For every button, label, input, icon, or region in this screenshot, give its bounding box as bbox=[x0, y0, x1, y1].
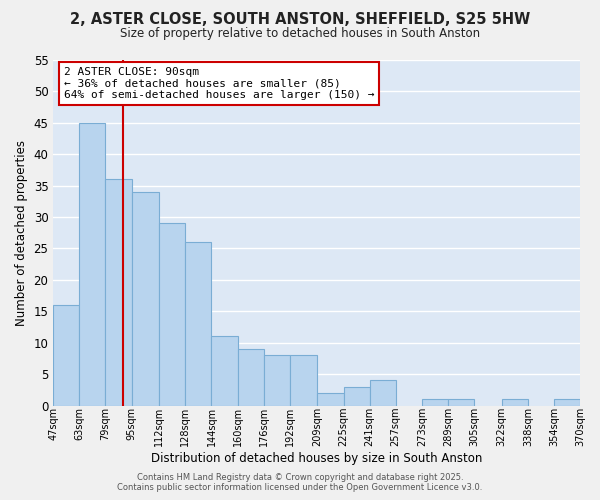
Bar bbox=[317, 393, 344, 406]
Bar bbox=[53, 305, 79, 406]
Bar bbox=[131, 192, 159, 406]
Bar bbox=[263, 356, 290, 406]
Y-axis label: Number of detached properties: Number of detached properties bbox=[15, 140, 28, 326]
Bar bbox=[370, 380, 396, 406]
Bar bbox=[211, 336, 238, 406]
Bar bbox=[502, 400, 528, 406]
Text: Contains HM Land Registry data © Crown copyright and database right 2025.
Contai: Contains HM Land Registry data © Crown c… bbox=[118, 473, 482, 492]
Text: 2 ASTER CLOSE: 90sqm
← 36% of detached houses are smaller (85)
64% of semi-detac: 2 ASTER CLOSE: 90sqm ← 36% of detached h… bbox=[64, 67, 374, 100]
Bar bbox=[554, 400, 580, 406]
X-axis label: Distribution of detached houses by size in South Anston: Distribution of detached houses by size … bbox=[151, 452, 482, 465]
Bar bbox=[448, 400, 474, 406]
Bar bbox=[106, 180, 131, 406]
Bar bbox=[290, 356, 317, 406]
Bar bbox=[185, 242, 211, 406]
Bar bbox=[159, 224, 185, 406]
Bar bbox=[79, 123, 106, 406]
Bar bbox=[238, 349, 263, 406]
Bar bbox=[422, 400, 448, 406]
Text: 2, ASTER CLOSE, SOUTH ANSTON, SHEFFIELD, S25 5HW: 2, ASTER CLOSE, SOUTH ANSTON, SHEFFIELD,… bbox=[70, 12, 530, 28]
Text: Size of property relative to detached houses in South Anston: Size of property relative to detached ho… bbox=[120, 28, 480, 40]
Bar bbox=[344, 386, 370, 406]
